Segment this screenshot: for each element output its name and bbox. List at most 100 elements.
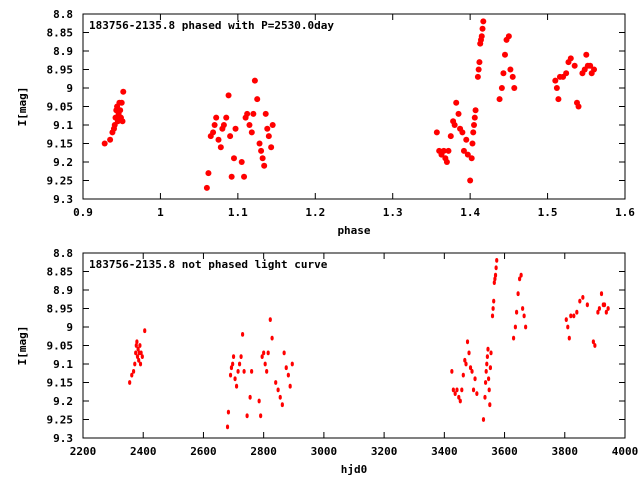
- data-point: [453, 99, 460, 106]
- data-point: [130, 372, 134, 378]
- data-point: [555, 96, 562, 103]
- y-tick-label: 9.25: [47, 175, 74, 188]
- x-tick-label: 1.2: [305, 206, 325, 219]
- data-point: [260, 354, 264, 359]
- data-point: [463, 357, 467, 363]
- data-point: [451, 387, 455, 393]
- data-point: [491, 306, 495, 311]
- data-point: [591, 339, 595, 345]
- data-point: [268, 317, 272, 322]
- data-point: [455, 110, 462, 117]
- data-point: [507, 66, 514, 73]
- data-point: [464, 151, 471, 158]
- data-point: [505, 33, 512, 40]
- data-point: [210, 129, 217, 136]
- data-point: [217, 144, 224, 151]
- data-point: [480, 18, 487, 25]
- data-point: [470, 129, 477, 136]
- y-tick-label: 9.2: [53, 395, 73, 408]
- x-tick-label: 1.1: [228, 206, 248, 219]
- data-point: [256, 140, 263, 147]
- data-points: [128, 258, 610, 430]
- y-tick-label: 9.25: [47, 414, 74, 427]
- data-point: [460, 387, 464, 393]
- data-point: [226, 409, 231, 415]
- data-point: [227, 133, 234, 140]
- data-point: [288, 383, 292, 389]
- data-point: [286, 372, 290, 378]
- data-point: [519, 272, 523, 278]
- data-point: [473, 376, 477, 382]
- y-tick-label: 9.15: [47, 138, 74, 151]
- x-tick-label: 2400: [130, 445, 157, 458]
- x-tick-label: 2200: [70, 445, 97, 458]
- y-tick-label: 9: [66, 321, 73, 334]
- data-point: [563, 70, 570, 77]
- data-point: [569, 313, 573, 319]
- data-point: [447, 133, 454, 140]
- data-point: [290, 361, 294, 367]
- data-point: [511, 85, 518, 91]
- data-point: [220, 122, 227, 128]
- data-point: [270, 335, 274, 341]
- data-point: [578, 298, 582, 304]
- data-point: [138, 343, 142, 348]
- data-point: [117, 107, 124, 114]
- data-point: [572, 313, 576, 319]
- data-point: [234, 383, 239, 389]
- data-point: [135, 354, 140, 359]
- data-point: [134, 350, 138, 356]
- data-point: [213, 114, 220, 121]
- data-point: [246, 122, 253, 128]
- data-point: [513, 324, 517, 330]
- plot-title: 183756-2135.8 not phased light curve: [89, 258, 328, 271]
- data-point: [254, 96, 261, 103]
- y-tick-label: 8.85: [47, 27, 74, 40]
- data-point: [567, 335, 571, 341]
- data-point: [248, 394, 252, 400]
- data-point: [486, 346, 490, 352]
- data-point: [211, 122, 218, 128]
- data-point: [575, 309, 579, 315]
- data-point: [134, 343, 138, 348]
- data-point: [472, 107, 479, 114]
- data-point: [596, 309, 600, 315]
- x-tick-label: 1.3: [383, 206, 403, 219]
- data-point: [229, 365, 234, 371]
- data-point: [203, 184, 210, 191]
- x-tick-label: 3400: [431, 445, 458, 458]
- data-point: [493, 272, 498, 278]
- data-point: [481, 417, 486, 422]
- data-point: [460, 147, 467, 154]
- data-point: [138, 361, 143, 367]
- data-point: [581, 295, 585, 300]
- y-tick-label: 9.05: [47, 101, 74, 114]
- data-point: [488, 365, 493, 371]
- data-point: [515, 309, 519, 315]
- data-point: [228, 173, 235, 180]
- data-point: [470, 369, 474, 374]
- data-point: [516, 291, 520, 297]
- data-point: [485, 361, 489, 367]
- data-point: [488, 402, 492, 408]
- data-point: [604, 309, 608, 315]
- data-point: [265, 369, 269, 374]
- data-point: [244, 110, 251, 117]
- data-point: [483, 394, 487, 400]
- data-point: [258, 147, 265, 154]
- data-point: [490, 313, 495, 319]
- data-point: [250, 110, 257, 117]
- data-point: [458, 398, 462, 404]
- data-point: [474, 73, 481, 80]
- data-point: [261, 162, 268, 169]
- data-point: [585, 302, 589, 308]
- data-point: [471, 122, 478, 128]
- data-point: [478, 33, 485, 40]
- data-point: [599, 291, 604, 297]
- data-point: [509, 73, 516, 80]
- data-point: [552, 77, 559, 84]
- data-point: [274, 380, 278, 385]
- data-point: [443, 159, 450, 165]
- data-point: [597, 306, 602, 311]
